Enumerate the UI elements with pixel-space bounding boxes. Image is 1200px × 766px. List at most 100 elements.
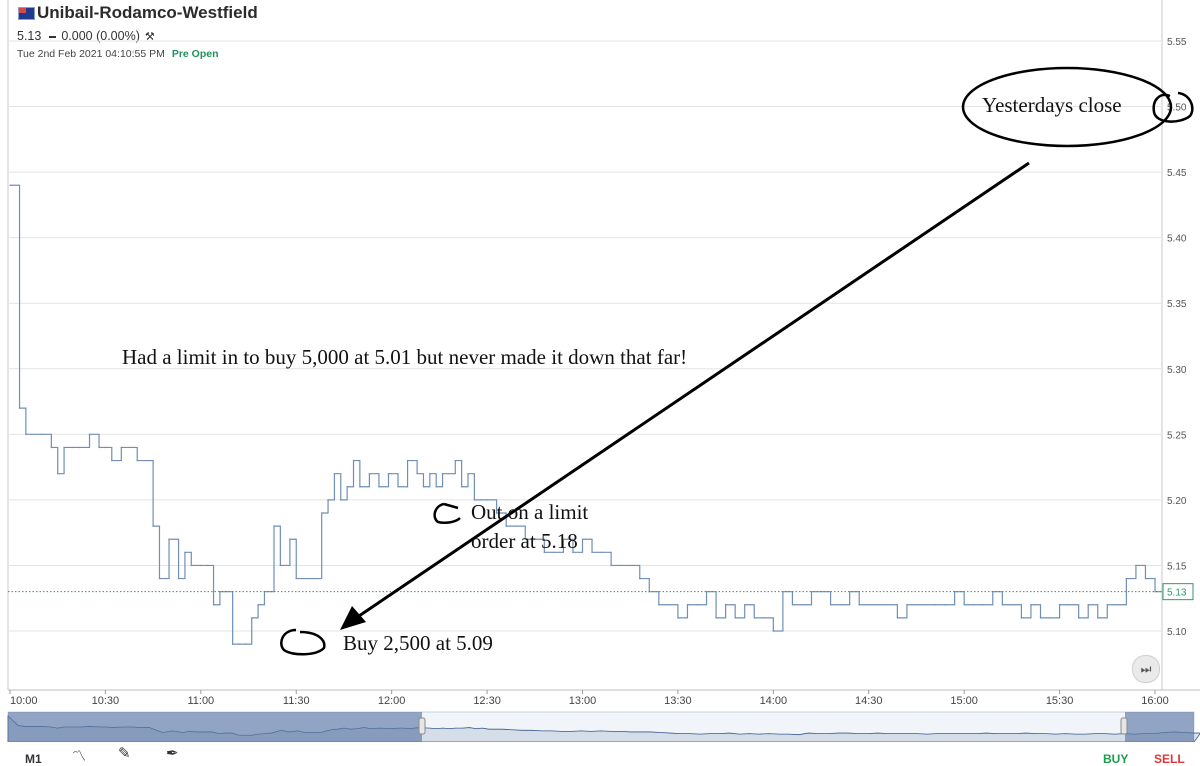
price-point	[934, 603, 937, 606]
price-point	[829, 603, 832, 606]
yesterday-close-text: Yesterdays close	[982, 93, 1122, 117]
x-tick-label: 11:30	[283, 695, 310, 707]
tools-icon[interactable]: ⚒	[144, 31, 155, 43]
price-point	[250, 617, 253, 619]
price-quote: 5.13 0.000 (0.00%) ⚒	[17, 29, 155, 43]
price-point	[390, 472, 393, 475]
price-point	[591, 551, 593, 554]
price-point	[600, 551, 603, 554]
price-point	[1106, 603, 1109, 606]
price-point	[791, 603, 794, 606]
sell-button[interactable]: SELL	[1154, 752, 1185, 766]
price-point	[422, 485, 425, 488]
interval-button[interactable]: M1	[25, 752, 42, 766]
buy-button[interactable]: BUY	[1103, 752, 1129, 766]
line-chart-icon[interactable]: 〽	[72, 748, 86, 764]
current-price: 5.13	[17, 29, 42, 43]
price-point	[858, 603, 861, 606]
price-change: 0.000 (0.00%)	[61, 29, 140, 43]
navigator-handle-left[interactable]	[418, 717, 426, 735]
price-point	[177, 577, 180, 580]
price-point	[238, 643, 240, 645]
yesterday-close-circle	[1152, 91, 1194, 123]
x-tick-label: 15:30	[1046, 695, 1074, 707]
price-point	[743, 603, 746, 606]
price-point	[867, 603, 870, 606]
pen-icon[interactable]: ✒	[166, 745, 179, 762]
price-point	[925, 603, 927, 606]
fast-forward-icon[interactable]: ⏭	[1132, 655, 1160, 683]
price-point	[136, 459, 139, 462]
price-point	[944, 603, 946, 606]
price-point	[1068, 603, 1070, 606]
price-point	[801, 603, 803, 606]
price-point	[448, 472, 450, 475]
price-point	[658, 603, 660, 606]
price-point	[120, 446, 123, 449]
price-point	[762, 617, 765, 619]
price-point	[753, 617, 756, 619]
draw-tool-icon[interactable]: ✎	[118, 745, 131, 762]
dash-icon	[49, 35, 57, 38]
price-point	[200, 564, 202, 567]
price-point	[581, 538, 584, 541]
price-point	[1011, 603, 1013, 606]
price-point	[460, 485, 463, 488]
price-point	[289, 538, 291, 541]
navigator-mask-right	[1125, 712, 1194, 742]
price-point	[1087, 603, 1090, 606]
price-point	[279, 564, 282, 567]
price-chart[interactable]: 5.10 5.15 5.20 5.25 5.30 5.35 5.40 5.45 5.50 5.55…	[0, 0, 1200, 742]
price-point	[339, 499, 342, 501]
price-point	[406, 459, 409, 462]
price-point	[435, 485, 437, 488]
navigator-handle-right[interactable]	[1120, 717, 1128, 735]
price-point	[273, 525, 275, 527]
price-point	[184, 551, 186, 554]
price-point	[56, 472, 59, 475]
price-point	[145, 459, 148, 462]
price-point	[810, 590, 813, 593]
price-point	[505, 525, 507, 527]
price-point	[963, 603, 965, 606]
price-point	[1058, 603, 1061, 606]
buy-point-mark	[280, 628, 326, 656]
price-point	[467, 472, 469, 475]
instrument-title[interactable]: Unibail-Rodamco-Westfield	[37, 3, 258, 22]
price-point	[346, 485, 348, 488]
price-point	[257, 603, 259, 606]
price-point	[839, 603, 841, 606]
price-point	[333, 472, 336, 475]
price-point	[104, 446, 107, 449]
hand-drawn-annotations	[280, 66, 1194, 656]
flag-icon	[18, 7, 35, 20]
buy-note-text: Buy 2,500 at 5.09	[343, 631, 493, 655]
price-point	[50, 446, 53, 449]
price-point	[1144, 577, 1147, 580]
sell-note-line1: Out on a limit	[471, 500, 589, 524]
price-point	[724, 603, 727, 606]
navigator-mask-left	[8, 712, 422, 742]
timestamp: Tue 2nd Feb 2021 04:10:55 PM Pre Open	[17, 48, 219, 60]
x-tick-label: 14:30	[855, 695, 883, 707]
price-point	[295, 577, 298, 580]
price-point	[454, 459, 457, 462]
price-point	[772, 630, 775, 632]
y-tick-label: 5.35	[1167, 299, 1187, 310]
price-point	[1077, 617, 1080, 619]
price-point	[677, 617, 679, 619]
price-point	[416, 472, 418, 475]
price-point	[896, 617, 899, 619]
price-point	[705, 590, 708, 593]
x-tick-label: 13:30	[664, 695, 692, 707]
price-point	[1020, 617, 1023, 619]
price-point	[629, 564, 632, 567]
price-point	[88, 433, 91, 436]
price-point	[734, 617, 736, 619]
x-tick-label: 12:00	[378, 695, 406, 707]
x-tick-label: 15:00	[950, 695, 978, 707]
price-point	[1154, 590, 1156, 593]
price-series: 5.13	[8, 184, 1194, 645]
price-point	[479, 499, 482, 501]
price-point	[212, 603, 215, 606]
